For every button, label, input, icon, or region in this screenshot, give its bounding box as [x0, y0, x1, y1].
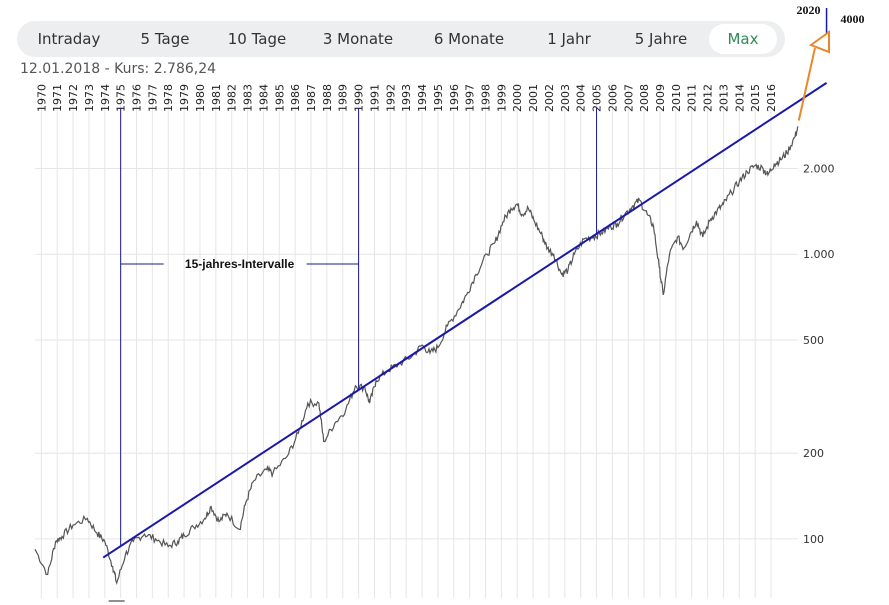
year-tick-label: 1994: [416, 84, 429, 112]
value-axis: 100 200 500 1.000 2.000: [803, 163, 835, 546]
value-tick-label: 2.000: [803, 163, 835, 176]
year-tick-label: 2000: [511, 84, 524, 112]
quote-label: Kurs:: [114, 61, 150, 77]
year-tick-label: 1977: [146, 84, 159, 112]
year-tick-label: 1999: [495, 84, 508, 112]
year-tick-label: 1997: [464, 84, 477, 112]
tab-3-monate[interactable]: 3 Monate: [322, 30, 394, 48]
year-tick-label: 2006: [606, 84, 619, 112]
year-tick-label: 2009: [654, 84, 667, 112]
quote-line: 12.01.2018 - Kurs: 2.786,24: [20, 61, 216, 77]
year-tick-label: 1995: [432, 84, 445, 112]
quote-separator: -: [100, 61, 115, 77]
year-tick-label: 2013: [717, 84, 730, 112]
tab-10-tage[interactable]: 10 Tage: [227, 30, 287, 48]
projection-arrow-head: [808, 30, 830, 54]
year-tick-label: 1991: [368, 84, 381, 112]
value-tick-label: 200: [803, 447, 824, 460]
year-tick-label: 2011: [686, 84, 699, 112]
year-tick-label: 2010: [670, 84, 683, 112]
year-tick-label: 2015: [749, 84, 762, 112]
interval-label: 15-jahres-Intervalle: [185, 257, 295, 271]
projection-arrow-shaft: [797, 47, 816, 121]
year-tick-label: 1981: [210, 84, 223, 112]
year-tick-label: 1972: [67, 84, 80, 112]
year-tick-label: 1992: [384, 84, 397, 112]
timeframe-tabs: Intraday 5 Tage 10 Tage 3 Monate 6 Monat…: [17, 21, 785, 57]
trend-layer: 2020 4000: [102, 3, 865, 559]
year-tick-label: 1986: [289, 84, 302, 112]
year-tick-label: 1979: [178, 84, 191, 112]
year-tick-label: 2004: [575, 84, 588, 112]
tab-max[interactable]: Max: [709, 24, 777, 54]
tab-5-tage[interactable]: 5 Tage: [140, 30, 190, 48]
year-tick-label: 2005: [591, 84, 604, 112]
trend-line: [102, 82, 828, 559]
tab-intraday[interactable]: Intraday: [37, 30, 101, 48]
year-tick-label: 1993: [400, 84, 413, 112]
year-tick-label: 1987: [305, 84, 318, 112]
year-tick-label: 2001: [527, 84, 540, 112]
year-tick-label: 1985: [273, 84, 286, 112]
year-tick-label: 2012: [702, 84, 715, 112]
year-tick-label: 1975: [115, 84, 128, 112]
year-tick-label: 2008: [638, 84, 651, 112]
year-tick-label: 1976: [131, 84, 144, 112]
year-tick-label: 1974: [99, 84, 112, 112]
year-tick-label: 1983: [242, 84, 255, 112]
value-tick-label: 1.000: [803, 248, 835, 261]
year-tick-label: 1984: [257, 84, 270, 112]
tab-5-jahre[interactable]: 5 Jahre: [634, 30, 688, 48]
year-tick-label: 2016: [765, 84, 778, 112]
year-tick-label: 1970: [35, 84, 48, 112]
year-tick-label: 2007: [622, 84, 635, 112]
annotation-layer: 15-jahres-Intervalle: [108, 108, 598, 602]
chart-grid: [35, 86, 798, 598]
year-axis: 1970 1971 1972 1973 1974 1975 1976 1977 1978 1979…: [35, 84, 778, 112]
year-tick-label: 1998: [480, 84, 493, 112]
year-tick-label: 1988: [321, 84, 334, 112]
year-tick-label: 1978: [162, 84, 175, 112]
quote-date: 12.01.2018: [20, 61, 101, 77]
target-value-label: 4000: [841, 12, 865, 26]
year-tick-label: 1982: [226, 84, 239, 112]
quote-value: 2.786,24: [153, 61, 217, 77]
value-tick-label: 100: [803, 533, 824, 546]
year-tick-label: 2002: [543, 84, 556, 112]
year-tick-label: 1996: [448, 84, 461, 112]
year-tick-label: 1973: [83, 84, 96, 112]
value-tick-label: 500: [803, 334, 824, 347]
year-tick-label: 1990: [353, 84, 366, 112]
tab-1-jahr[interactable]: 1 Jahr: [547, 30, 591, 48]
year-tick-label: 2003: [559, 84, 572, 112]
price-series-line: [34, 126, 799, 586]
year-tick-label: 1971: [51, 84, 64, 112]
series-layer: [34, 126, 799, 586]
year-tick-label: 2014: [733, 84, 746, 112]
year-tick-label: 1980: [194, 84, 207, 112]
year-tick-label: 1989: [337, 84, 350, 112]
year-2020-label: 2020: [797, 3, 821, 17]
tab-6-monate[interactable]: 6 Monate: [433, 30, 505, 48]
